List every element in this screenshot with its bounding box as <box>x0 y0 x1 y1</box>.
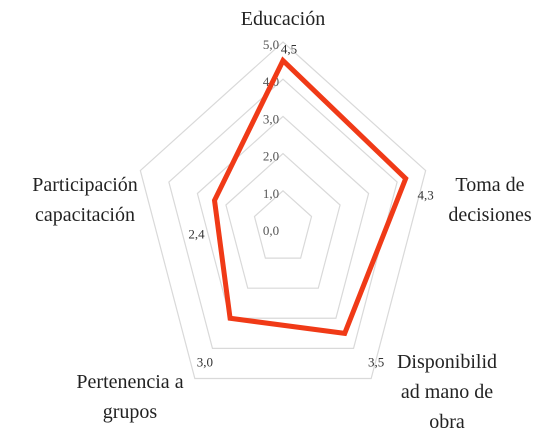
r-tick-label: 2,0 <box>263 149 279 164</box>
category-label: Pertenencia a grupos <box>76 371 183 423</box>
r-tick-label: 5,0 <box>263 37 279 52</box>
category-line: decisiones <box>448 204 532 226</box>
category-line: Participación <box>32 174 138 196</box>
value-label: 2,4 <box>188 226 205 241</box>
r-tick-label: 1,0 <box>263 186 279 201</box>
category-line: Toma de <box>455 174 524 196</box>
category-label: Toma de decisiones <box>448 174 532 226</box>
category-label: Educación <box>241 8 325 30</box>
category-line: Educación <box>241 8 325 30</box>
grid-ring <box>139 41 427 380</box>
value-label: 3,5 <box>368 354 384 369</box>
grid-ring <box>225 152 341 289</box>
category-line: grupos <box>103 401 158 423</box>
category-label: Disponibilid ad mano de obra <box>397 351 497 433</box>
r-tick-label: 0,0 <box>263 223 279 238</box>
category-line: Pertenencia a <box>76 371 183 393</box>
grid-ring <box>168 78 398 349</box>
category-label: Participación capacitación <box>32 174 138 226</box>
value-label: 3,0 <box>197 354 213 369</box>
category-line: Disponibilid <box>397 351 497 373</box>
r-tick-label: 3,0 <box>263 111 279 126</box>
data-line <box>211 56 409 337</box>
category-line: obra <box>429 411 465 433</box>
grid-ring <box>253 189 313 259</box>
category-line: capacitación <box>35 204 135 226</box>
grid-ring <box>196 115 370 319</box>
category-line: ad mano de <box>401 381 493 403</box>
value-label: 4,5 <box>281 42 297 57</box>
value-label: 4,3 <box>418 188 434 203</box>
